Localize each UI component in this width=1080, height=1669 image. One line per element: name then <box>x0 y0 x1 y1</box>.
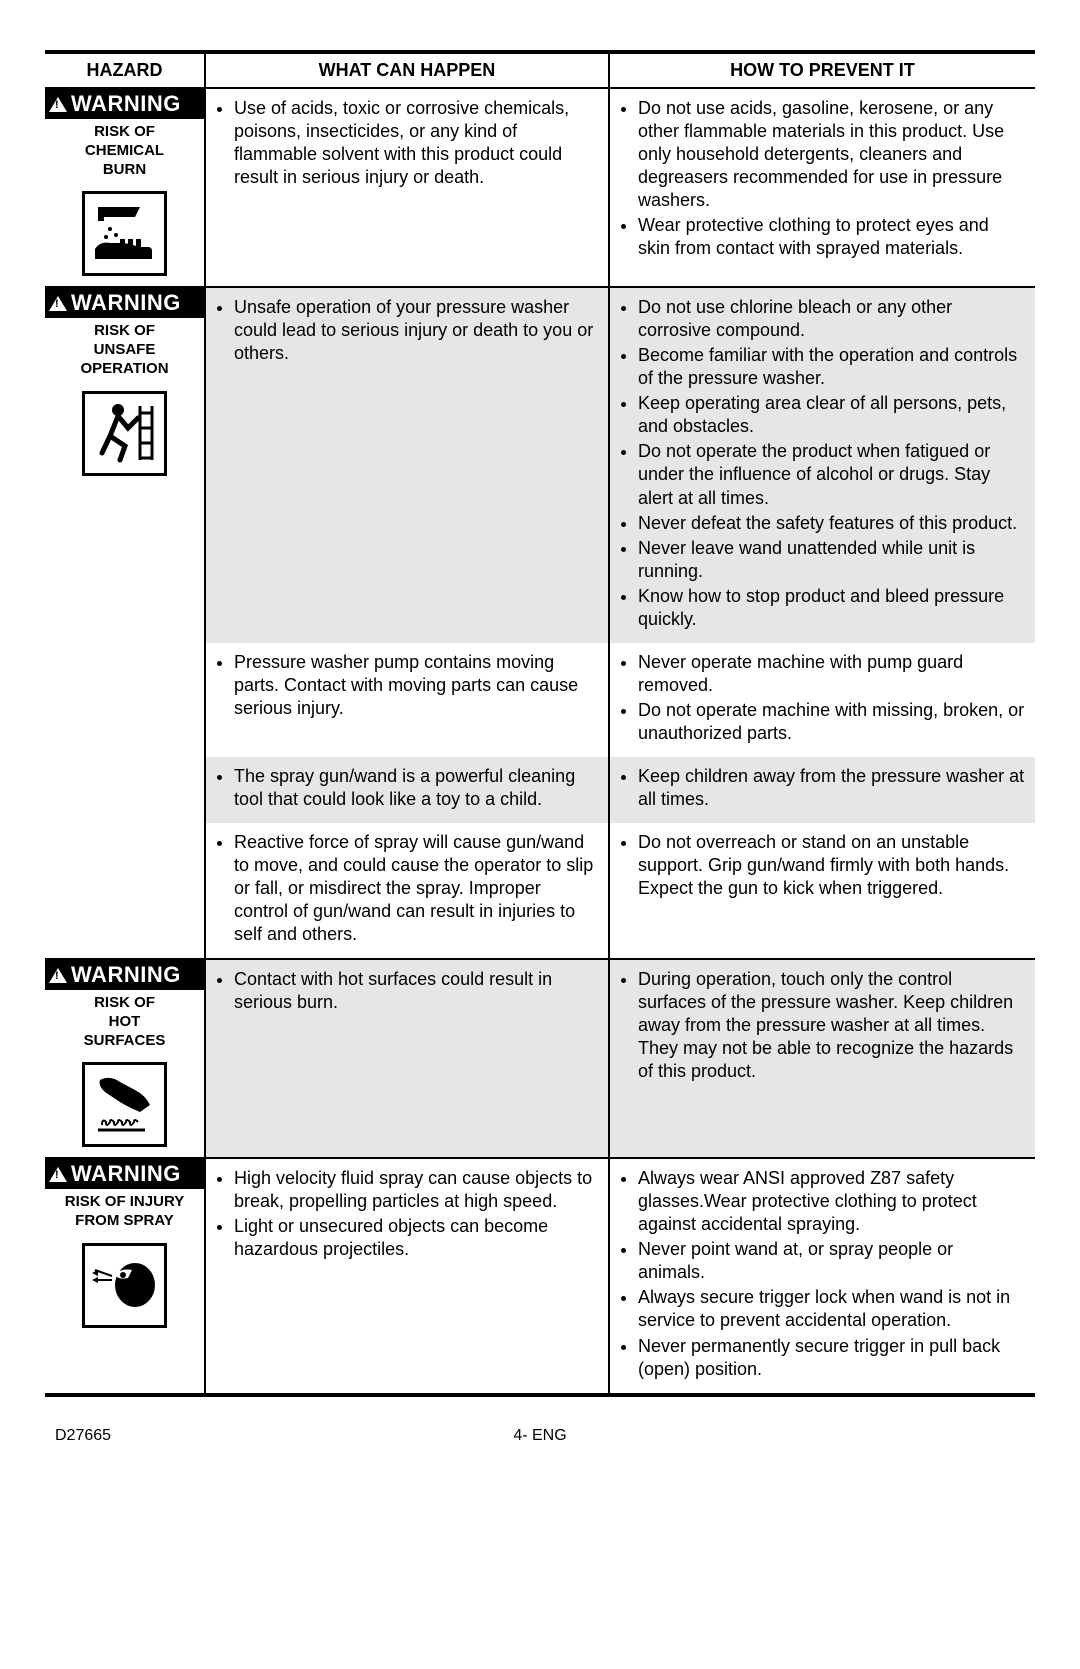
bullet-item: Never defeat the safety features of this… <box>638 512 1025 535</box>
bullet-item: Do not use acids, gasoline, kero­sene, o… <box>638 97 1025 212</box>
table-row: WARNINGRISK OFCHEMICALBURN Use of acids, … <box>45 88 1035 287</box>
bullet-item: Use of acids, toxic or corrosive chemica… <box>234 97 598 189</box>
bullet-item: Always secure trigger lock when wand is … <box>638 1286 1025 1332</box>
what-can-happen-cell: Contact with hot surfaces could result i… <box>205 959 609 1158</box>
risk-label: RISK OF INJURYFROM SPRAY <box>45 1189 204 1239</box>
warning-badge: WARNING <box>45 89 204 119</box>
warning-badge: WARNING <box>45 1159 204 1189</box>
warning-triangle-icon <box>49 968 67 983</box>
table-row: WARNINGRISK OFUNSAFEOPERATION Unsafe oper… <box>45 287 1035 642</box>
bullet-item: Contact with hot surfaces could result i… <box>234 968 598 1014</box>
what-can-happen-cell: Use of acids, toxic or corrosive chemica… <box>205 88 609 287</box>
hazard-table: HAZARD WHAT CAN HAPPEN HOW TO PREVENT IT… <box>45 50 1035 1397</box>
what-can-happen-cell: Unsafe operation of your pressure washer… <box>205 287 609 642</box>
what-can-happen-cell: High velocity fluid spray can cause obje… <box>205 1158 609 1394</box>
injury-spray-icon <box>82 1243 167 1328</box>
hazard-cell: WARNINGRISK OFUNSAFEOPERATION <box>45 287 205 959</box>
warning-triangle-icon <box>49 296 67 311</box>
how-to-prevent-cell: Never operate machine with pump guard re… <box>609 643 1035 757</box>
what-can-happen-cell: Reactive force of spray will cause gun/w… <box>205 823 609 959</box>
bullet-item: During operation, touch only the control… <box>638 968 1025 1083</box>
chemical-burn-icon <box>82 191 167 276</box>
bullet-item: Know how to stop product and bleed press… <box>638 585 1025 631</box>
bullet-item: Never point wand at, or spray people or … <box>638 1238 1025 1284</box>
bullet-item: Never permanently secure trigger in pull… <box>638 1335 1025 1381</box>
table-row: WARNINGRISK OF INJURYFROM SPRAY High velo… <box>45 1158 1035 1394</box>
risk-label: RISK OFHOTSURFACES <box>45 990 204 1058</box>
table-row: WARNINGRISK OFHOTSURFACES Contact with ho… <box>45 959 1035 1158</box>
bullet-item: Wear protective clothing to protect eyes… <box>638 214 1025 260</box>
warning-text: WARNING <box>71 1161 181 1187</box>
bullet-item: Never operate machine with pump guard re… <box>638 651 1025 697</box>
header-what: WHAT CAN HAPPEN <box>205 52 609 88</box>
warning-badge: WARNING <box>45 288 204 318</box>
unsafe-operation-icon <box>82 391 167 476</box>
page-footer: D27665 4- ENG <box>45 1397 1035 1445</box>
bullet-item: Pressure washer pump contains moving par… <box>234 651 598 720</box>
how-to-prevent-cell: During operation, touch only the control… <box>609 959 1035 1158</box>
how-to-prevent-cell: Do not overreach or stand on an unstable… <box>609 823 1035 959</box>
warning-triangle-icon <box>49 1167 67 1182</box>
bullet-item: Never leave wand unattended while unit i… <box>638 537 1025 583</box>
how-to-prevent-cell: Do not use acids, gasoline, kero­sene, o… <box>609 88 1035 287</box>
bullet-item: Do not use chlorine bleach or any other … <box>638 296 1025 342</box>
how-to-prevent-cell: Always wear ANSI approved Z87 safety gla… <box>609 1158 1035 1394</box>
bullet-item: The spray gun/wand is a powerful cleanin… <box>234 765 598 811</box>
warning-text: WARNING <box>71 962 181 988</box>
warning-triangle-icon <box>49 97 67 112</box>
bullet-item: Unsafe operation of your pressure washer… <box>234 296 598 365</box>
bullet-item: Do not operate the product when fatigued… <box>638 440 1025 509</box>
bullet-item: Reactive force of spray will cause gun/w… <box>234 831 598 946</box>
warning-badge: WARNING <box>45 960 204 990</box>
hazard-cell: WARNINGRISK OFCHEMICALBURN <box>45 88 205 287</box>
warning-text: WARNING <box>71 290 181 316</box>
hot-surfaces-icon <box>82 1062 167 1147</box>
bullet-item: Light or unsecured objects can become ha… <box>234 1215 598 1261</box>
header-hazard: HAZARD <box>45 52 205 88</box>
how-to-prevent-cell: Do not use chlorine bleach or any other … <box>609 287 1035 642</box>
bullet-item: Do not overreach or stand on an unstable… <box>638 831 1025 900</box>
page-number: 4- ENG <box>513 1427 566 1445</box>
what-can-happen-cell: The spray gun/wand is a powerful cleanin… <box>205 757 609 823</box>
what-can-happen-cell: Pressure washer pump contains moving par… <box>205 643 609 757</box>
how-to-prevent-cell: Keep children away from the pressure was… <box>609 757 1035 823</box>
hazard-cell: WARNINGRISK OF INJURYFROM SPRAY <box>45 1158 205 1394</box>
table-header-row: HAZARD WHAT CAN HAPPEN HOW TO PREVENT IT <box>45 52 1035 88</box>
doc-number: D27665 <box>55 1427 111 1445</box>
bullet-item: Keep children away from the pressure was… <box>638 765 1025 811</box>
bullet-item: Become familiar with the operation and c… <box>638 344 1025 390</box>
hazard-cell: WARNINGRISK OFHOTSURFACES <box>45 959 205 1158</box>
bullet-item: Do not operate machine with missing, bro… <box>638 699 1025 745</box>
bullet-item: High velocity fluid spray can cause obje… <box>234 1167 598 1213</box>
risk-label: RISK OFCHEMICALBURN <box>45 119 204 187</box>
bullet-item: Keep operating area clear of all persons… <box>638 392 1025 438</box>
bullet-item: Always wear ANSI approved Z87 safety gla… <box>638 1167 1025 1236</box>
header-prevent: HOW TO PREVENT IT <box>609 52 1035 88</box>
risk-label: RISK OFUNSAFEOPERATION <box>45 318 204 386</box>
warning-text: WARNING <box>71 91 181 117</box>
